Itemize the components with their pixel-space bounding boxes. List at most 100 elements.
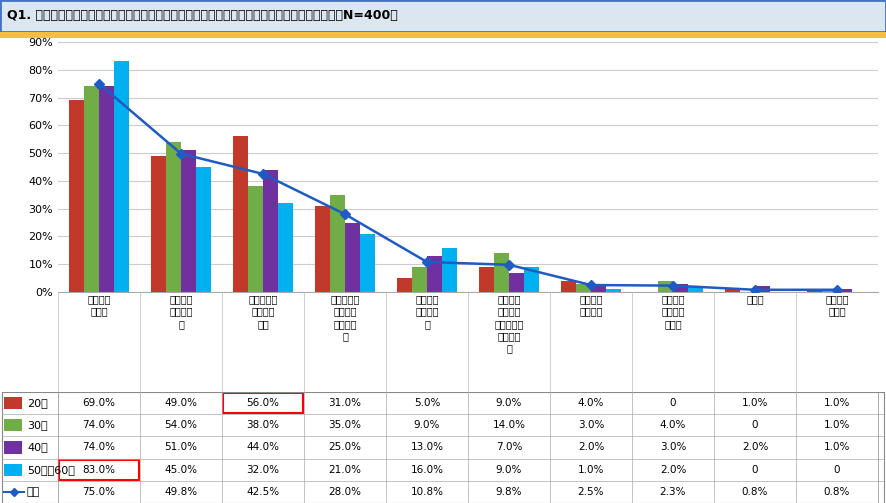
- Bar: [315, 206, 330, 292]
- Bar: [576, 284, 591, 292]
- Text: 83.0%: 83.0%: [82, 465, 115, 475]
- Text: 0: 0: [670, 398, 676, 408]
- Text: 0: 0: [751, 465, 758, 475]
- Text: 特に理由
はない: 特に理由 はない: [825, 294, 849, 316]
- Bar: [345, 222, 360, 292]
- Bar: [837, 289, 851, 292]
- Bar: [152, 156, 167, 292]
- 全体: [339, 211, 350, 217]
- 全体: [832, 287, 843, 293]
- Text: 74.0%: 74.0%: [82, 443, 115, 453]
- Text: 49.0%: 49.0%: [165, 398, 198, 408]
- Bar: [673, 284, 688, 292]
- Text: 7.0%: 7.0%: [496, 443, 522, 453]
- Text: 1.0%: 1.0%: [742, 398, 768, 408]
- Bar: [223, 393, 303, 413]
- Text: 35.0%: 35.0%: [329, 421, 361, 430]
- Text: 44.0%: 44.0%: [246, 443, 279, 453]
- Text: 4.0%: 4.0%: [660, 421, 686, 430]
- Bar: [181, 150, 196, 292]
- Text: 4.0%: 4.0%: [578, 398, 604, 408]
- Text: 人と交流
するため: 人と交流 するため: [579, 294, 602, 316]
- Bar: [248, 187, 263, 292]
- Bar: [606, 289, 620, 292]
- Text: 1.0%: 1.0%: [824, 421, 851, 430]
- Bar: [4, 442, 22, 454]
- Text: 9.8%: 9.8%: [496, 487, 522, 497]
- Text: 40代: 40代: [27, 443, 48, 453]
- Text: 38.0%: 38.0%: [246, 421, 279, 430]
- Bar: [69, 100, 84, 292]
- Bar: [234, 136, 248, 292]
- Text: 全体: 全体: [27, 487, 40, 497]
- Bar: [4, 464, 22, 476]
- Text: 45.0%: 45.0%: [165, 465, 198, 475]
- Text: 16.0%: 16.0%: [410, 465, 444, 475]
- Bar: [84, 87, 99, 292]
- Text: 32.0%: 32.0%: [246, 465, 279, 475]
- Text: ストレス解
消や気分
転換のた
め: ストレス解 消や気分 転換のた め: [330, 294, 360, 341]
- Text: 0.8%: 0.8%: [742, 487, 768, 497]
- Bar: [509, 273, 524, 292]
- Text: 50代・60代: 50代・60代: [27, 465, 75, 475]
- Text: 13.0%: 13.0%: [410, 443, 444, 453]
- Text: 大会やラ
ンニング
イベントの
練習のた
め: 大会やラ ンニング イベントの 練習のた め: [494, 294, 524, 354]
- Bar: [442, 247, 456, 292]
- Text: 74.0%: 74.0%: [82, 421, 115, 430]
- Bar: [524, 267, 539, 292]
- 全体: [503, 262, 514, 268]
- Text: 9.0%: 9.0%: [496, 465, 522, 475]
- Text: 51.0%: 51.0%: [165, 443, 198, 453]
- Text: 0: 0: [834, 465, 840, 475]
- Text: ダイエット
や美容の
ため: ダイエット や美容の ため: [248, 294, 277, 329]
- Text: 56.0%: 56.0%: [246, 398, 279, 408]
- Bar: [822, 289, 837, 292]
- Text: 31.0%: 31.0%: [329, 398, 361, 408]
- Text: 5.0%: 5.0%: [414, 398, 440, 408]
- Bar: [494, 253, 509, 292]
- Bar: [398, 278, 412, 292]
- Text: 20代: 20代: [27, 398, 48, 408]
- Text: 1.0%: 1.0%: [824, 398, 851, 408]
- 全体: [94, 80, 105, 87]
- Bar: [427, 256, 442, 292]
- Text: 0.8%: 0.8%: [824, 487, 851, 497]
- Text: 49.8%: 49.8%: [165, 487, 198, 497]
- Bar: [330, 195, 345, 292]
- Bar: [196, 167, 211, 292]
- Bar: [412, 267, 427, 292]
- Text: 75.0%: 75.0%: [82, 487, 115, 497]
- Text: 9.0%: 9.0%: [496, 398, 522, 408]
- 全体: [258, 171, 268, 177]
- Text: 14.0%: 14.0%: [493, 421, 525, 430]
- Text: 1.0%: 1.0%: [578, 465, 604, 475]
- Bar: [360, 234, 375, 292]
- Text: 28.0%: 28.0%: [329, 487, 361, 497]
- Text: 3.0%: 3.0%: [578, 421, 604, 430]
- Bar: [113, 61, 128, 292]
- Text: 健康維持
のため: 健康維持 のため: [87, 294, 111, 316]
- Bar: [688, 286, 703, 292]
- Bar: [59, 460, 139, 480]
- Bar: [726, 289, 740, 292]
- Text: Q1. あなたが現在ジョギングやランニングを続けている理由をお答えください。（複数回答）【N=400】: Q1. あなたが現在ジョギングやランニングを続けている理由をお答えください。（複…: [7, 9, 398, 22]
- Text: 54.0%: 54.0%: [165, 421, 198, 430]
- 全体: [586, 282, 596, 288]
- Text: 2.3%: 2.3%: [660, 487, 687, 497]
- Text: 2.5%: 2.5%: [578, 487, 604, 497]
- Text: 25.0%: 25.0%: [329, 443, 361, 453]
- Text: 1.0%: 1.0%: [824, 443, 851, 453]
- Text: 2.0%: 2.0%: [742, 443, 768, 453]
- Bar: [167, 142, 181, 292]
- 全体: [422, 259, 432, 265]
- Text: 21.0%: 21.0%: [329, 465, 361, 475]
- Bar: [263, 170, 277, 292]
- Bar: [479, 267, 494, 292]
- Text: 2.0%: 2.0%: [660, 465, 686, 475]
- Text: 0: 0: [751, 421, 758, 430]
- Text: 3.0%: 3.0%: [660, 443, 686, 453]
- Text: 10.8%: 10.8%: [410, 487, 444, 497]
- Text: 2.0%: 2.0%: [578, 443, 604, 453]
- Text: 散歩の代
わりのた
め: 散歩の代 わりのた め: [416, 294, 439, 329]
- Text: 42.5%: 42.5%: [246, 487, 280, 497]
